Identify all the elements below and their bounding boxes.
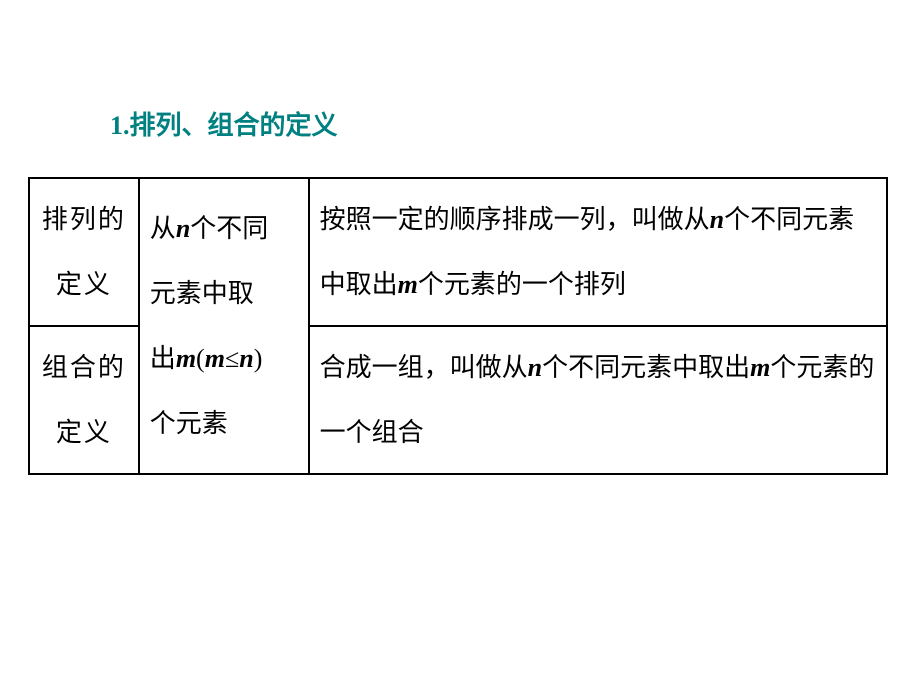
cell-text: (	[196, 344, 205, 373]
cell-text: 从	[150, 214, 176, 243]
cell-text: 组合的定义	[42, 353, 126, 447]
var-m: m	[398, 270, 418, 299]
cell-permutation-def: 按照一定的顺序排成一列，叫做从n个不同元素中取出m个元素的一个排列	[309, 178, 887, 326]
var-m: m	[205, 344, 225, 373]
table-row: 排列的定义 从n个不同 元素中取 出m(m≤n) 个元素 按照一定的顺序排成一列…	[29, 178, 887, 326]
var-n: n	[239, 344, 253, 373]
cell-text: 元素中取	[150, 279, 254, 308]
var-m: m	[750, 353, 770, 382]
cell-text: 出	[150, 344, 176, 373]
content-wrapper: 1.排列、组合的定义 排列的定义 从n个不同 元素中取 出m(m≤n) 个元素 …	[0, 0, 920, 475]
cell-text: 排列的定义	[42, 205, 126, 299]
cell-text: )	[254, 344, 263, 373]
cell-text: 个不同元素中取出	[542, 353, 750, 382]
var-n: n	[710, 205, 724, 234]
var-n: n	[528, 353, 542, 382]
cell-combination-def: 合成一组，叫做从n个不同元素中取出m个元素的一个组合	[309, 326, 887, 474]
cell-text: 个元素的一个排列	[418, 270, 626, 299]
cell-combination-label: 组合的定义	[29, 326, 139, 474]
cell-text: 个元素	[150, 409, 228, 438]
cell-text: 按照一定的顺序排成一列，叫做从	[320, 205, 710, 234]
cell-text: 合成一组，叫做从	[320, 353, 528, 382]
var-m: m	[176, 344, 196, 373]
cell-text: 个不同	[190, 214, 268, 243]
cell-text: ≤	[225, 344, 239, 373]
cell-permutation-label: 排列的定义	[29, 178, 139, 326]
definition-table: 排列的定义 从n个不同 元素中取 出m(m≤n) 个元素 按照一定的顺序排成一列…	[28, 177, 888, 475]
var-n: n	[176, 214, 190, 243]
section-heading: 1.排列、组合的定义	[110, 105, 920, 142]
cell-shared-condition: 从n个不同 元素中取 出m(m≤n) 个元素	[139, 178, 309, 474]
